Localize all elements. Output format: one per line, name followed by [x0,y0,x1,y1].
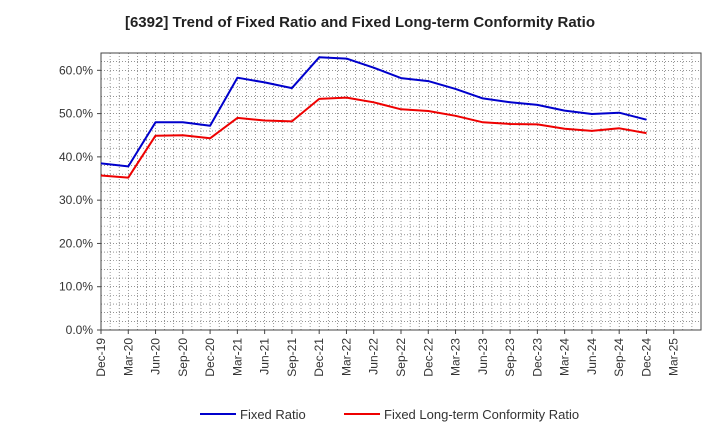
x-tick-label: Mar-25 [667,338,681,376]
x-tick-label: Jun-20 [149,338,163,375]
x-tick-label: Dec-19 [94,338,108,377]
x-tick-label: Sep-20 [176,338,190,377]
chart-title: [6392] Trend of Fixed Ratio and Fixed Lo… [124,14,596,31]
y-tick-label: 30.0% [59,193,93,207]
x-tick-label: Sep-21 [285,338,299,377]
x-tick-label: Dec-24 [639,338,653,377]
x-tick-label: Mar-20 [121,338,135,376]
x-tick-label: Sep-22 [394,338,408,377]
series-line-fixed-ratio [100,56,647,168]
y-tick-label: 60.0% [59,63,93,77]
x-tick-label: Dec-23 [530,338,544,377]
x-tick-label: Dec-22 [421,338,435,377]
x-tick-label: Dec-20 [203,338,217,377]
y-tick-label: 20.0% [59,236,93,250]
x-tick-label: Mar-23 [449,338,463,376]
series-line-fixed-long-term-conformity-ratio [100,96,647,179]
x-tick-label: Jun-22 [367,338,381,375]
x-tick-label: Jun-24 [585,338,599,375]
x-tick-label: Mar-22 [339,338,353,376]
x-tick-label: Sep-23 [503,338,517,377]
x-tick-label: Dec-21 [312,338,326,377]
y-tick-label: 40.0% [59,150,93,164]
x-tick-label: Mar-21 [230,338,244,376]
y-tick-label: 0.0% [66,323,94,337]
y-tick-label: 10.0% [59,280,93,294]
x-tick-label: Mar-24 [558,338,572,376]
x-tick-label: Jun-23 [476,338,490,375]
y-tick-label: 50.0% [59,107,93,121]
legend-label: Fixed Long-term Conformity Ratio [384,407,579,422]
x-tick-label: Jun-21 [258,338,272,375]
x-tick-label: Sep-24 [612,338,626,377]
legend-label: Fixed Ratio [240,407,306,422]
